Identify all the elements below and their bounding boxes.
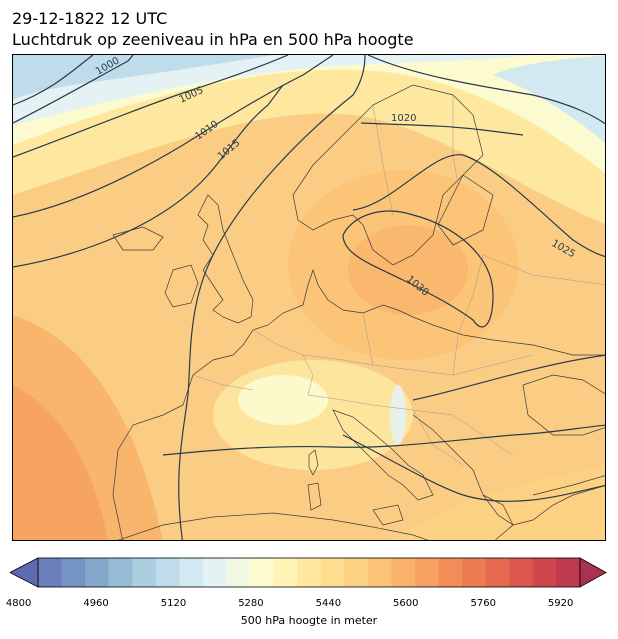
border-balkans — [412, 409, 514, 466]
height-fill-layer — [13, 55, 605, 540]
isobar-1010 — [13, 55, 334, 218]
border-russia — [482, 254, 605, 285]
isobar-1020-a — [178, 55, 366, 540]
isobar-label-1020: 1020 — [391, 113, 416, 124]
chart-title-description: Luchtdruk op zeeniveau in hPa en 500 hPa… — [12, 30, 414, 49]
isobar-1000 — [13, 55, 134, 124]
coastline-finland — [437, 174, 494, 246]
colorbar-cell — [38, 558, 63, 587]
coastline-sardinia — [307, 482, 322, 511]
colorbar-tick-label: 4800 — [5, 598, 32, 609]
height-fill-southwest-inner — [13, 385, 108, 540]
colorbar-cell — [273, 558, 298, 587]
isobar-1025 — [352, 154, 605, 258]
height-fill-alps-pale — [238, 375, 328, 425]
colorbar-cell — [415, 558, 440, 587]
isobar-1020-south — [162, 424, 605, 456]
colorbar-cell — [367, 558, 392, 587]
coastline-scandinavia — [292, 84, 484, 266]
colorbar-tick-label: 5120 — [160, 598, 187, 609]
colorbar-cell — [391, 558, 416, 587]
colorbar-cell — [155, 558, 180, 587]
colorbar-tick-label: 5440 — [315, 598, 342, 609]
coastline-ireland — [164, 264, 199, 308]
coastline-north-africa — [117, 512, 429, 540]
colorbar-extend-low — [10, 557, 39, 588]
height-fill-north-band — [13, 55, 605, 225]
colorbar-tick-label: 5920 — [547, 598, 574, 609]
colorbar-cell — [532, 558, 557, 587]
colorbar-cell — [226, 558, 251, 587]
colorbar-cell — [485, 558, 510, 587]
colorbar-cell — [556, 558, 581, 587]
colorbar-cell — [132, 558, 157, 587]
isobar-1030 — [342, 210, 494, 328]
chart-title-date: 29-12-1822 12 UTC — [12, 9, 168, 28]
colorbar-tick-label: 4960 — [83, 598, 109, 609]
isobar-1020-c — [360, 122, 524, 136]
colorbar — [10, 557, 607, 588]
border-central — [302, 354, 534, 376]
height-fill-baltic-core — [348, 225, 468, 315]
colorbar-tick-label: 5280 — [238, 598, 264, 609]
border-germany-poland — [362, 312, 374, 366]
colorbar-label: 500 hPa hoogte in meter — [240, 614, 378, 627]
height-fill-italy-cool — [390, 385, 406, 445]
coastline-mainland — [112, 268, 605, 540]
colorbar-cell — [344, 558, 369, 587]
coastline-iceland — [112, 226, 164, 251]
colorbar-cell — [202, 558, 228, 587]
colorbar-cell — [85, 558, 110, 587]
isobar-1020-balkan — [412, 354, 605, 401]
isobar-1005 — [13, 55, 289, 158]
colorbar-cell — [297, 558, 322, 587]
isobar-1015-south — [342, 434, 605, 502]
colorbar-tick-label: 5600 — [393, 598, 419, 609]
border-iberia — [192, 374, 254, 391]
colorbar-cell — [462, 558, 487, 587]
colorbar-cell — [61, 558, 86, 587]
coastline-sicily — [372, 504, 404, 526]
isobar-layer — [13, 55, 605, 540]
colorbar-cell — [438, 558, 463, 587]
coastline-britain — [197, 194, 254, 324]
coastline-turkey — [532, 475, 605, 496]
colorbar-cells — [38, 558, 581, 587]
colorbar-extend-high — [579, 557, 607, 588]
coastline-layer — [112, 84, 605, 540]
height-fill-southeast — [395, 465, 605, 540]
colorbar-cell — [179, 558, 204, 587]
colorbar-cell — [108, 558, 133, 587]
border-alps — [307, 394, 454, 416]
colorbar-cell — [509, 558, 534, 587]
coastline-black-sea — [522, 374, 605, 436]
weather-map: 1000 1005 1010 1015 1020 1025 1030 — [12, 54, 606, 541]
colorbar-tick-label: 5760 — [470, 598, 496, 609]
coastline-corsica — [308, 449, 319, 476]
coastline-greece — [482, 494, 514, 540]
isobar-1020-b — [367, 55, 605, 125]
coastline-balkans — [412, 414, 605, 526]
colorbar-cell — [320, 558, 345, 587]
colorbar-cell — [250, 558, 275, 587]
isobar-1015 — [13, 84, 284, 268]
